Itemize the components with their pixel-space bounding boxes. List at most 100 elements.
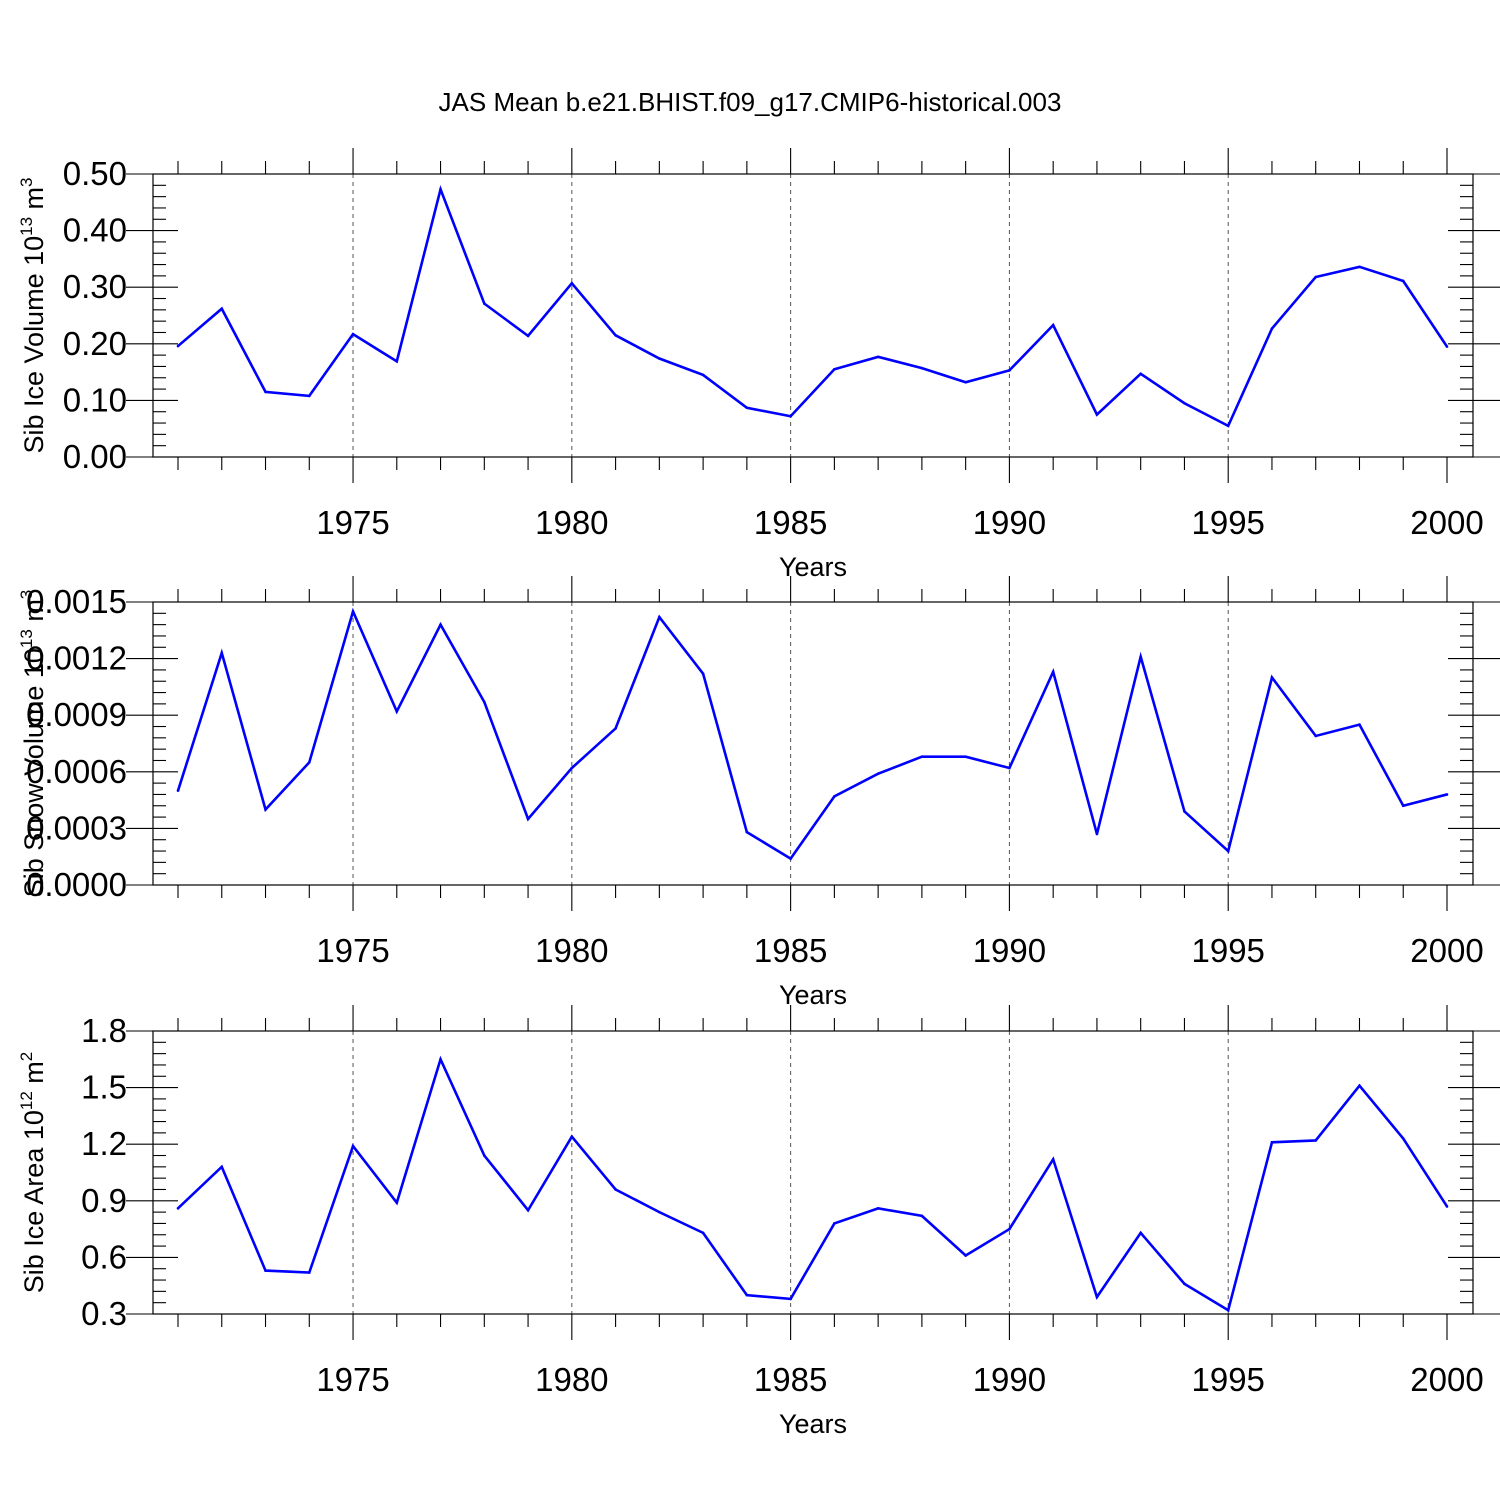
data-point [483,302,486,305]
data-point [307,394,311,398]
data-point [307,1271,311,1274]
data-point [1183,401,1186,405]
data-point [789,857,792,860]
data-point [439,1058,442,1061]
x-tick-label: 1990 [973,932,1046,969]
data-point [395,1201,399,1204]
data-point [351,332,355,336]
data-point [483,1154,486,1157]
data-point [701,1231,705,1235]
data-point [920,366,924,370]
data-point [1226,424,1230,428]
data-point [1051,670,1055,674]
data-point [526,1208,530,1212]
y-axis-label: Sib Snow Volume 1013 m3 [17,590,49,898]
y-tick-label: 0.0006 [26,753,127,790]
plot-frame [152,173,1474,458]
data-point [701,672,705,675]
data-point [1314,275,1318,279]
data-point [1183,1282,1186,1286]
y-tick-label: 1.2 [81,1125,127,1162]
data-point [1358,265,1361,269]
chart-title: JAS Mean b.e21.BHIST.f09_g17.CMIP6-histo… [439,87,1062,117]
x-axis-label: Years [779,552,847,582]
data-point [351,610,355,613]
data-point [307,761,311,764]
x-axis-label: Years [779,1409,847,1439]
data-point [1358,1084,1361,1088]
y-tick-label: 0.10 [63,381,127,418]
data-point [176,1207,180,1210]
data-point [570,766,574,770]
data-point [570,1135,574,1138]
data-point [570,281,574,285]
data-point [395,360,399,363]
x-tick-label: 1990 [973,504,1046,541]
y-tick-label: 0.9 [81,1182,127,1219]
x-tick-label: 1975 [316,1361,389,1398]
y-tick-label: 0.3 [81,1295,127,1332]
x-tick-label: 1980 [535,1361,608,1398]
y-tick-label: 0.6 [81,1238,127,1275]
data-point [658,615,661,619]
panel-1: 0.00 0.10 0.20 0.30 0.40 0.50 1975 1980 1985 1990… [17,148,1500,582]
data-point [1226,1308,1230,1312]
data-point [1008,369,1011,372]
panel-3: 0.3 0.6 0.9 1.2 1.5 1.8 1975 1980 1985 1990 1995 20… [17,1005,1500,1439]
data-point [920,1214,924,1218]
plot-frame [152,601,1474,886]
data-point [395,710,399,713]
y-tick-label: 0.0012 [26,640,127,677]
data-point [745,830,749,834]
data-point [1401,804,1405,808]
data-point [658,357,661,360]
data-point [614,1188,617,1191]
y-tick-label: 0.0015 [26,583,127,620]
data-point [964,380,967,384]
y-tick-label: 0.00 [63,438,127,475]
y-tick-label: 0.30 [63,268,127,305]
y-tick-label: 1.8 [81,1012,127,1049]
x-tick-label: 1975 [316,932,389,969]
data-point [1358,723,1361,726]
plot-frame [152,1030,1474,1315]
data-point [1095,413,1099,416]
x-tick-label: 2000 [1410,932,1483,969]
data-point [264,808,267,811]
data-point [1270,1141,1274,1144]
y-tick-label: 0.0000 [26,866,127,903]
data-point [1051,323,1055,327]
data-point [1139,372,1142,376]
data-point [1270,676,1274,679]
data-point [264,390,267,394]
data-point [1445,793,1449,796]
data-point [1095,832,1099,836]
y-tick-label: 0.50 [63,155,127,192]
data-point [1401,279,1405,283]
x-tick-label: 2000 [1410,504,1483,541]
x-tick-label: 1990 [973,1361,1046,1398]
data-point [833,795,836,798]
x-tick-label: 1975 [316,504,389,541]
data-point [614,727,617,730]
data-point [1445,1205,1449,1208]
data-point [614,334,617,337]
x-tick-label: 1985 [754,932,827,969]
x-tick-label: 1980 [535,504,608,541]
y-tick-label: 1.5 [81,1069,127,1106]
data-point [526,817,530,821]
y-tick-label: 0.20 [63,325,127,362]
data-point [1008,766,1011,770]
x-tick-label: 1980 [535,932,608,969]
data-point [833,1222,836,1225]
data-point [876,355,880,359]
data-point [920,755,924,759]
data-point [483,700,486,704]
data-point [745,406,749,410]
data-point [351,1144,355,1148]
data-point [1226,849,1230,853]
data-point [1183,810,1186,813]
panel-2: 0.0000 0.0003 0.0006 0.0009 0.0012 0.0015 1975… [17,576,1500,1010]
data-point [964,1254,967,1257]
